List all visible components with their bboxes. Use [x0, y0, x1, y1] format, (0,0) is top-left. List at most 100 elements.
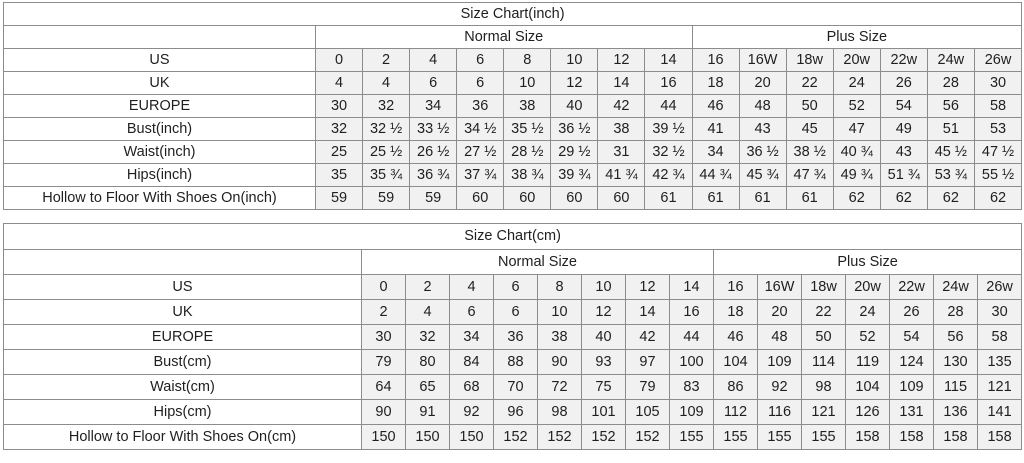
data-cell: 28: [933, 299, 978, 325]
data-cell: 64: [361, 374, 406, 400]
data-cell: 50: [785, 94, 834, 118]
data-cell: 50: [801, 324, 846, 350]
data-cell: 34: [449, 324, 494, 350]
row-label: US: [3, 48, 316, 72]
data-cell: 116: [757, 399, 802, 425]
data-cell: 32: [314, 117, 364, 141]
table-row: Hollow to Floor With Shoes On(cm) 150 150 1…: [3, 424, 1023, 450]
data-cell: 61: [644, 186, 693, 210]
table-row: Bust(inch) 32 32 ½ 33 ½ 34 ½ 35 ½ 36 ½ 38 39 ½ 41…: [3, 117, 1023, 141]
row-label: Hollow to Floor With Shoes On(cm): [3, 424, 362, 450]
row-label: EUROPE: [3, 94, 316, 118]
table-row: Hollow to Floor With Shoes On(inch) 59 59 5…: [3, 186, 1023, 210]
data-cell: 4: [362, 71, 411, 95]
data-cell: 31: [597, 140, 646, 164]
data-cell: 48: [757, 324, 802, 350]
data-cell: 0: [361, 274, 406, 300]
data-cell: 150: [449, 424, 494, 450]
data-cell: 25 ½: [362, 140, 411, 164]
data-cell: 158: [889, 424, 934, 450]
data-cell: 18w: [785, 48, 834, 72]
data-cell: 32 ½: [362, 117, 411, 141]
data-cell: 24: [832, 71, 881, 95]
data-cell: 56: [933, 324, 978, 350]
data-cell: 38 ¾: [503, 163, 552, 187]
data-cell: 40 ¾: [832, 140, 881, 164]
data-cell: 130: [933, 349, 978, 375]
data-cell: 28 ½: [503, 140, 552, 164]
data-cell: 16: [669, 299, 714, 325]
row-label: Hips(cm): [3, 399, 362, 425]
data-cell: 36: [456, 94, 505, 118]
data-cell: 58: [976, 324, 1023, 350]
data-cell: 16W: [738, 48, 787, 72]
data-cell: 47 ¾: [785, 163, 834, 187]
data-cell: 112: [713, 399, 758, 425]
table-row: US 0 2 4 6 8 10 12 14 16 16W 18w 20w 22w 24w 26w: [3, 48, 1023, 72]
data-cell: 43: [738, 117, 787, 141]
data-cell: 32: [405, 324, 450, 350]
size-group-header: Normal Size: [315, 25, 693, 49]
data-cell: 105: [625, 399, 670, 425]
data-cell: 30: [361, 324, 406, 350]
data-cell: 124: [889, 349, 934, 375]
data-cell: 4: [314, 71, 364, 95]
data-cell: 22w: [879, 48, 928, 72]
table-row: EUROPE 30 32 34 36 38 40 42 44 46 48 50 52 54 56 58: [3, 94, 1023, 118]
data-cell: 52: [832, 94, 881, 118]
data-cell: 33 ½: [409, 117, 458, 141]
row-label: Hollow to Floor With Shoes On(inch): [3, 186, 316, 210]
data-cell: 47 ½: [973, 140, 1023, 164]
data-cell: 49 ¾: [832, 163, 881, 187]
data-cell: 83: [669, 374, 714, 400]
data-cell: 14: [644, 48, 693, 72]
data-cell: 6: [409, 71, 458, 95]
data-cell: 20: [738, 71, 787, 95]
row-label: Waist(inch): [3, 140, 316, 164]
data-cell: 60: [550, 186, 599, 210]
data-cell: 20w: [832, 48, 881, 72]
data-cell: 51 ¾: [879, 163, 928, 187]
data-cell: 90: [361, 399, 406, 425]
data-cell: 155: [713, 424, 758, 450]
data-cell: 41 ¾: [597, 163, 646, 187]
data-cell: 8: [503, 48, 552, 72]
data-cell: 32: [362, 94, 411, 118]
data-cell: 10: [503, 71, 552, 95]
data-cell: 8: [537, 274, 582, 300]
data-cell: 42: [625, 324, 670, 350]
data-cell: 36: [493, 324, 538, 350]
data-cell: 91: [405, 399, 450, 425]
data-cell: 6: [493, 299, 538, 325]
data-cell: 59: [409, 186, 458, 210]
size-group-row: Normal Size Plus Size: [3, 249, 1023, 275]
data-cell: 58: [973, 94, 1023, 118]
data-cell: 97: [625, 349, 670, 375]
data-cell: 22: [801, 299, 846, 325]
data-cell: 101: [581, 399, 626, 425]
size-chart-table-cm: Size Chart(cm) Normal Size Plus Size US 0 2 4 6…: [2, 223, 1023, 450]
data-cell: 10: [550, 48, 599, 72]
data-cell: 42 ¾: [644, 163, 693, 187]
row-label: US: [3, 274, 362, 300]
row-label: Bust(inch): [3, 117, 316, 141]
data-cell: 18: [713, 299, 758, 325]
data-cell: 44 ¾: [691, 163, 740, 187]
data-cell: 155: [669, 424, 714, 450]
size-chart-table-inch: Size Chart(inch) Normal Size Plus Size US 0 2…: [2, 2, 1023, 210]
data-cell: 98: [537, 399, 582, 425]
table-row: Bust(cm) 79 80 84 88 90 93 97 100 104 109 114 119 124…: [3, 349, 1023, 375]
data-cell: 16: [691, 48, 740, 72]
data-cell: 155: [801, 424, 846, 450]
size-group-header: Plus Size: [691, 25, 1023, 49]
data-cell: 6: [449, 299, 494, 325]
table-row: Hips(inch) 35 35 ¾ 36 ¾ 37 ¾ 38 ¾ 39 ¾ 41 ¾ 42 ¾…: [3, 163, 1023, 187]
data-cell: 121: [801, 399, 846, 425]
data-cell: 18: [691, 71, 740, 95]
table-row: Waist(cm) 64 65 68 70 72 75 79 83 86 92 98 104 109 115…: [3, 374, 1023, 400]
data-cell: 45 ½: [926, 140, 975, 164]
data-cell: 12: [581, 299, 626, 325]
data-cell: 49: [879, 117, 928, 141]
size-group-row: Normal Size Plus Size: [3, 25, 1023, 49]
